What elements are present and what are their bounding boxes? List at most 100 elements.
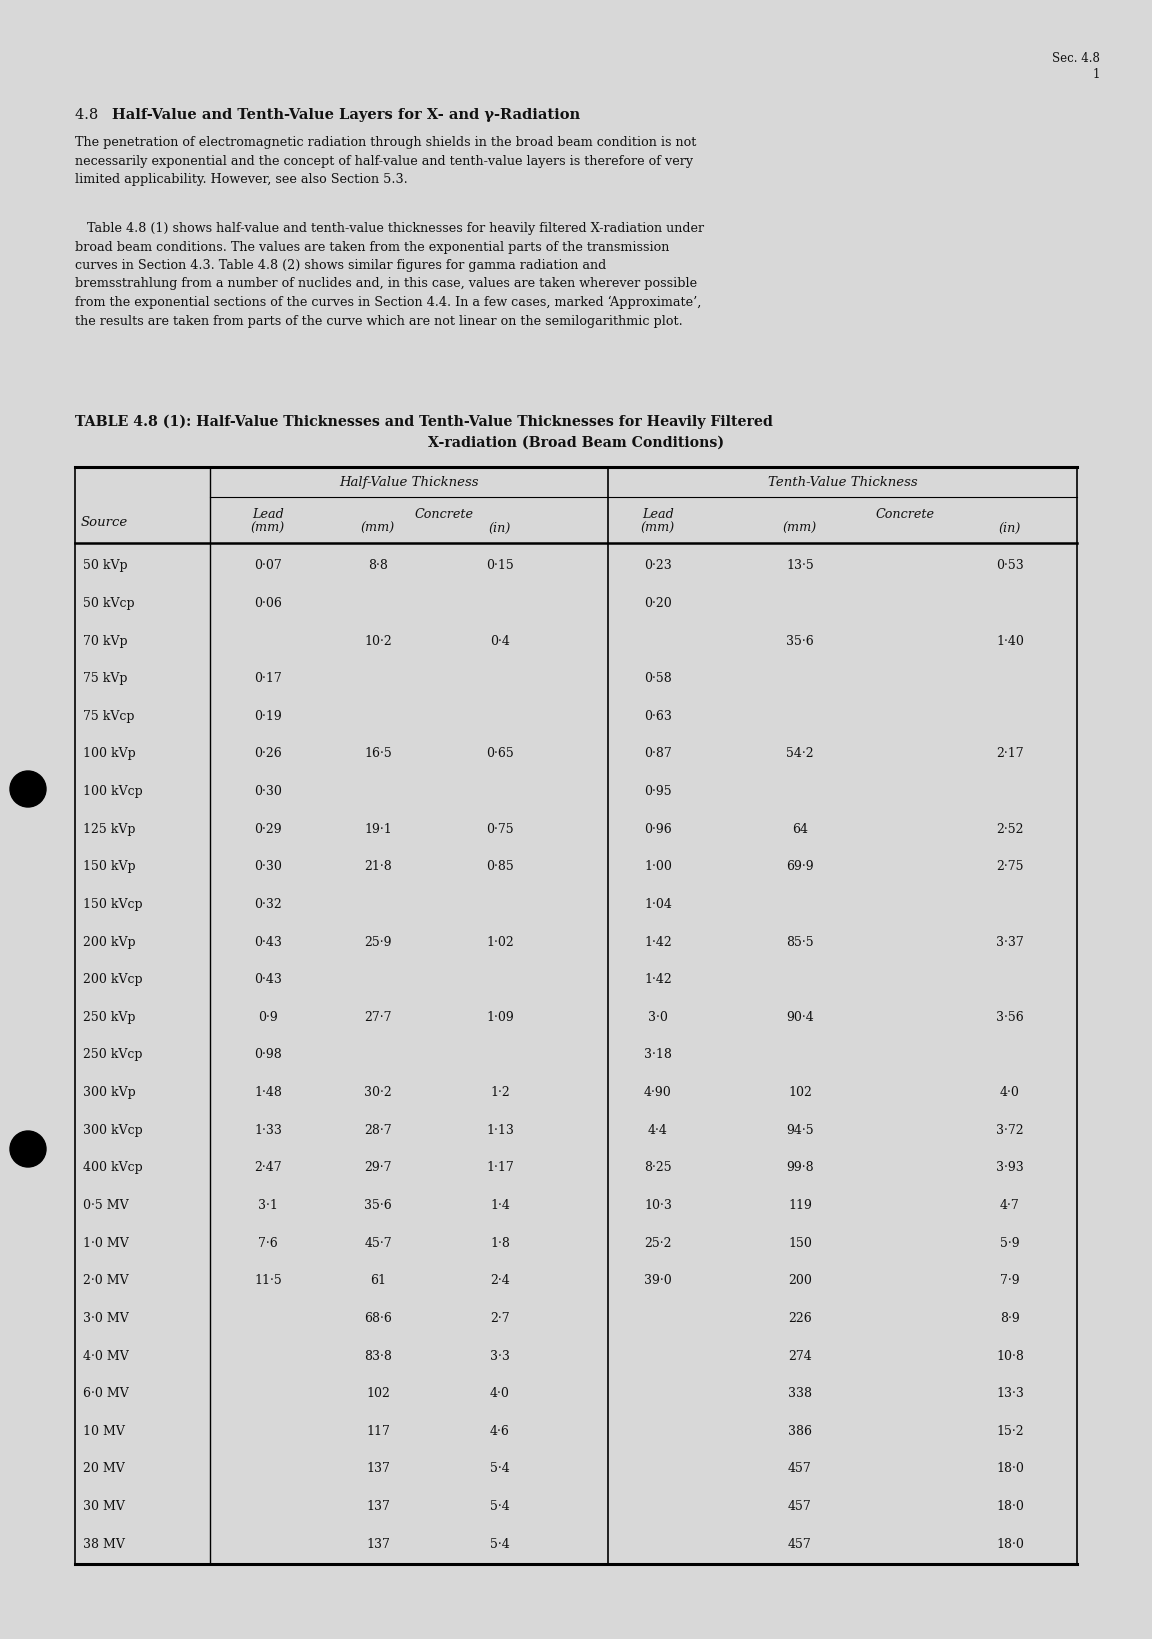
Text: 250 kVp: 250 kVp <box>83 1010 136 1023</box>
Text: 200 kVcp: 200 kVcp <box>83 972 143 985</box>
Text: 386: 386 <box>788 1424 812 1437</box>
Text: TABLE 4.8 (1): Half-Value Thicknesses and Tenth-Value Thicknesses for Heavily Fi: TABLE 4.8 (1): Half-Value Thicknesses an… <box>75 415 773 429</box>
Text: 1·42: 1·42 <box>644 934 672 947</box>
Text: (mm): (mm) <box>361 521 395 534</box>
Text: 0·9: 0·9 <box>258 1010 278 1023</box>
Text: 35·6: 35·6 <box>786 634 813 647</box>
Text: 0·87: 0·87 <box>644 747 672 760</box>
Text: 226: 226 <box>788 1311 812 1324</box>
Text: 457: 457 <box>788 1537 812 1550</box>
Text: 2·52: 2·52 <box>996 823 1024 836</box>
Text: 100 kVp: 100 kVp <box>83 747 136 760</box>
Text: 3·72: 3·72 <box>996 1123 1024 1136</box>
Text: 21·8: 21·8 <box>364 860 392 874</box>
Text: 7·9: 7·9 <box>1000 1274 1020 1287</box>
Text: 0·29: 0·29 <box>255 823 282 836</box>
Text: 7·6: 7·6 <box>258 1236 278 1249</box>
Text: 11·5: 11·5 <box>255 1274 282 1287</box>
Text: 13·3: 13·3 <box>996 1387 1024 1400</box>
Text: Sec. 4.8: Sec. 4.8 <box>1052 52 1100 66</box>
Text: 90·4: 90·4 <box>786 1010 813 1023</box>
Text: 300 kVp: 300 kVp <box>83 1085 136 1098</box>
Text: 4.8: 4.8 <box>75 108 107 121</box>
Text: 300 kVcp: 300 kVcp <box>83 1123 143 1136</box>
Text: 117: 117 <box>366 1424 389 1437</box>
Text: 38 MV: 38 MV <box>83 1537 124 1550</box>
Circle shape <box>10 772 46 808</box>
Text: (mm): (mm) <box>783 521 817 534</box>
Text: 4·0: 4·0 <box>490 1387 510 1400</box>
Text: 2·47: 2·47 <box>255 1160 282 1174</box>
Text: 99·8: 99·8 <box>786 1160 813 1174</box>
Text: 100 kVcp: 100 kVcp <box>83 785 143 798</box>
Text: 338: 338 <box>788 1387 812 1400</box>
Text: 85·5: 85·5 <box>786 934 813 947</box>
Text: 137: 137 <box>366 1537 389 1550</box>
Text: 200 kVp: 200 kVp <box>83 934 136 947</box>
Text: 3·0 MV: 3·0 MV <box>83 1311 129 1324</box>
Text: 2·17: 2·17 <box>996 747 1024 760</box>
Text: 5·4: 5·4 <box>490 1537 510 1550</box>
Text: 8·8: 8·8 <box>367 559 388 572</box>
Text: 4·4: 4·4 <box>649 1123 668 1136</box>
Text: 6·0 MV: 6·0 MV <box>83 1387 129 1400</box>
Text: 250 kVcp: 250 kVcp <box>83 1047 143 1060</box>
Text: Concrete: Concrete <box>415 508 473 521</box>
Text: 0·85: 0·85 <box>486 860 514 874</box>
Text: 0·53: 0·53 <box>996 559 1024 572</box>
Text: 1·00: 1·00 <box>644 860 672 874</box>
Text: Table 4.8 (1) shows half-value and tenth-value thicknesses for heavily filtered : Table 4.8 (1) shows half-value and tenth… <box>75 221 704 328</box>
Text: Concrete: Concrete <box>876 508 934 521</box>
Text: 10·3: 10·3 <box>644 1198 672 1211</box>
Text: 50 kVcp: 50 kVcp <box>83 597 135 610</box>
Text: 0·43: 0·43 <box>255 934 282 947</box>
Text: 0·23: 0·23 <box>644 559 672 572</box>
Text: 13·5: 13·5 <box>786 559 813 572</box>
Text: 2·0 MV: 2·0 MV <box>83 1274 129 1287</box>
Text: The penetration of electromagnetic radiation through shields in the broad beam c: The penetration of electromagnetic radia… <box>75 136 696 185</box>
Text: Source: Source <box>81 516 128 529</box>
Text: 27·7: 27·7 <box>364 1010 392 1023</box>
Text: 10·8: 10·8 <box>996 1349 1024 1362</box>
Text: 18·0: 18·0 <box>996 1462 1024 1475</box>
Text: 5·4: 5·4 <box>490 1462 510 1475</box>
Text: Half-Value and Tenth-Value Layers for X- and γ-Radiation: Half-Value and Tenth-Value Layers for X-… <box>112 108 581 121</box>
Text: 5·9: 5·9 <box>1000 1236 1020 1249</box>
Text: 1·42: 1·42 <box>644 972 672 985</box>
Text: 4·0 MV: 4·0 MV <box>83 1349 129 1362</box>
Text: 29·7: 29·7 <box>364 1160 392 1174</box>
Text: 150: 150 <box>788 1236 812 1249</box>
Text: 0·63: 0·63 <box>644 710 672 723</box>
Text: Tenth-Value Thickness: Tenth-Value Thickness <box>767 475 917 488</box>
Text: 8·25: 8·25 <box>644 1160 672 1174</box>
Text: 0·15: 0·15 <box>486 559 514 572</box>
Text: 150 kVp: 150 kVp <box>83 860 136 874</box>
Text: 200: 200 <box>788 1274 812 1287</box>
Text: 0·26: 0·26 <box>255 747 282 760</box>
Text: (mm): (mm) <box>251 521 286 534</box>
Text: 0·5 MV: 0·5 MV <box>83 1198 129 1211</box>
Text: 1·13: 1·13 <box>486 1123 514 1136</box>
Text: 119: 119 <box>788 1198 812 1211</box>
Text: 4·0: 4·0 <box>1000 1085 1020 1098</box>
Text: 102: 102 <box>366 1387 389 1400</box>
Text: 0·30: 0·30 <box>255 785 282 798</box>
Text: Half-Value Thickness: Half-Value Thickness <box>339 475 479 488</box>
Text: 0·06: 0·06 <box>255 597 282 610</box>
Text: 4·90: 4·90 <box>644 1085 672 1098</box>
Text: 1·09: 1·09 <box>486 1010 514 1023</box>
Text: Lead: Lead <box>642 508 674 521</box>
Text: 61: 61 <box>370 1274 386 1287</box>
Text: 1·02: 1·02 <box>486 934 514 947</box>
Text: 3·56: 3·56 <box>996 1010 1024 1023</box>
Text: X-radiation (Broad Beam Conditions): X-radiation (Broad Beam Conditions) <box>427 436 725 449</box>
Text: 35·6: 35·6 <box>364 1198 392 1211</box>
Text: 2·7: 2·7 <box>491 1311 510 1324</box>
Text: (in): (in) <box>999 521 1021 534</box>
Text: 0·20: 0·20 <box>644 597 672 610</box>
Text: 54·2: 54·2 <box>786 747 813 760</box>
Text: 0·96: 0·96 <box>644 823 672 836</box>
Text: 0·30: 0·30 <box>255 860 282 874</box>
Text: 39·0: 39·0 <box>644 1274 672 1287</box>
Text: 3·37: 3·37 <box>996 934 1024 947</box>
